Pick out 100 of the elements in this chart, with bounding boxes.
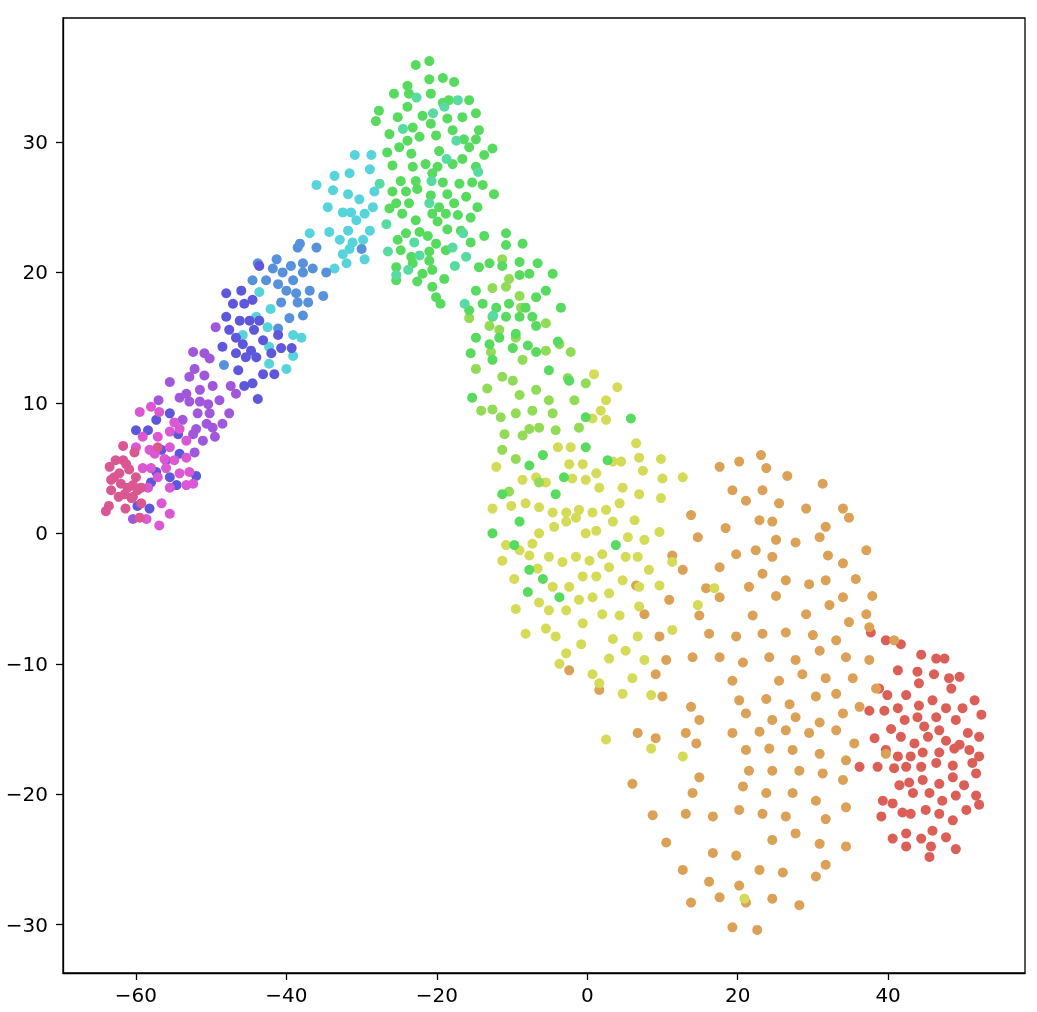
point bbox=[487, 283, 498, 294]
point bbox=[297, 258, 308, 269]
point bbox=[403, 264, 414, 275]
point bbox=[565, 346, 576, 357]
point bbox=[322, 202, 333, 213]
point bbox=[273, 279, 284, 290]
point bbox=[261, 275, 272, 286]
point bbox=[153, 395, 164, 406]
point bbox=[199, 370, 210, 381]
point bbox=[218, 360, 229, 371]
point bbox=[114, 468, 125, 479]
point bbox=[161, 463, 172, 474]
point bbox=[197, 435, 208, 446]
point bbox=[276, 343, 287, 354]
point bbox=[281, 285, 292, 296]
point bbox=[174, 468, 185, 479]
point bbox=[154, 520, 165, 531]
point bbox=[343, 189, 354, 200]
point bbox=[329, 170, 340, 181]
y-tick-label: −20 bbox=[5, 782, 48, 807]
point bbox=[273, 330, 284, 341]
point bbox=[276, 297, 287, 308]
point bbox=[210, 322, 221, 333]
point bbox=[449, 260, 460, 271]
point bbox=[514, 390, 525, 401]
point bbox=[514, 290, 525, 301]
point bbox=[288, 275, 299, 286]
point bbox=[236, 285, 247, 296]
point bbox=[234, 315, 245, 326]
point bbox=[204, 353, 215, 364]
point bbox=[499, 429, 510, 440]
point bbox=[204, 408, 215, 419]
point bbox=[524, 423, 535, 434]
point bbox=[573, 422, 584, 433]
point bbox=[304, 285, 315, 296]
point bbox=[374, 178, 385, 189]
point bbox=[240, 352, 251, 363]
point bbox=[247, 294, 258, 305]
point bbox=[344, 168, 355, 179]
point bbox=[164, 408, 175, 419]
point bbox=[271, 254, 282, 265]
x-tick-label: −40 bbox=[265, 983, 308, 1007]
point bbox=[137, 431, 148, 442]
point bbox=[517, 354, 528, 365]
point bbox=[262, 322, 273, 333]
point bbox=[297, 267, 308, 278]
point bbox=[152, 472, 163, 483]
point bbox=[451, 135, 462, 146]
point bbox=[225, 380, 236, 391]
point bbox=[452, 95, 463, 106]
point bbox=[207, 422, 218, 433]
point bbox=[258, 369, 269, 380]
point bbox=[237, 339, 248, 350]
point bbox=[121, 459, 132, 470]
point bbox=[188, 429, 199, 440]
point bbox=[366, 149, 377, 160]
point bbox=[510, 453, 521, 464]
point bbox=[297, 310, 308, 321]
point bbox=[497, 371, 508, 382]
point bbox=[177, 414, 188, 425]
point bbox=[130, 472, 141, 483]
point bbox=[318, 290, 329, 301]
point bbox=[397, 123, 408, 134]
point bbox=[285, 260, 296, 271]
point bbox=[231, 388, 241, 399]
x-tick-label: −60 bbox=[114, 983, 158, 1007]
point bbox=[540, 345, 551, 356]
point bbox=[351, 215, 362, 226]
point bbox=[364, 225, 375, 236]
point bbox=[311, 180, 322, 190]
point bbox=[258, 335, 269, 346]
point bbox=[487, 404, 498, 415]
point bbox=[252, 393, 263, 404]
point bbox=[269, 369, 280, 380]
point bbox=[531, 384, 542, 395]
point bbox=[369, 186, 380, 197]
point bbox=[507, 375, 518, 386]
point bbox=[207, 380, 218, 391]
point bbox=[143, 425, 153, 436]
point bbox=[103, 500, 114, 511]
point bbox=[495, 412, 506, 423]
point bbox=[104, 461, 115, 472]
point bbox=[284, 313, 295, 324]
point bbox=[106, 485, 117, 496]
point bbox=[292, 297, 303, 308]
point bbox=[473, 166, 484, 177]
point bbox=[367, 202, 378, 213]
point bbox=[231, 332, 241, 343]
y-tick-label: 20 bbox=[22, 260, 48, 285]
point bbox=[239, 298, 250, 309]
point bbox=[356, 243, 367, 254]
point bbox=[194, 384, 205, 395]
point bbox=[188, 346, 199, 357]
point bbox=[329, 263, 340, 274]
point bbox=[291, 288, 302, 299]
x-tick-label: 40 bbox=[875, 983, 901, 1007]
point bbox=[251, 352, 262, 363]
point bbox=[144, 503, 155, 514]
point bbox=[267, 263, 278, 274]
point bbox=[129, 447, 140, 458]
